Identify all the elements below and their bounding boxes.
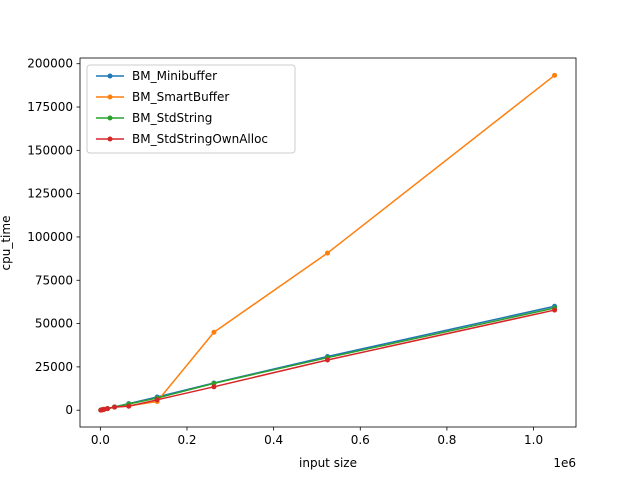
x-axis-offset-label: 1e6 [553,456,576,470]
y-tick-label: 200000 [27,57,73,71]
plot-frame [79,57,577,428]
y-axis-ticks: 0 25000 50000 75000 100000 125000 150000 175000… [27,57,80,417]
y-tick-label: 50000 [35,317,73,331]
legend-box [86,64,296,154]
data-point-bm-stdstringownalloc [552,307,558,313]
data-point-bm-stdstringownalloc [112,404,118,410]
data-point-bm-stdstringownalloc [211,384,217,390]
x-tick-label: 0.2 [177,433,196,447]
y-axis-label: cpu_time [0,216,13,271]
legend-label-bm-stdstringownalloc: BM_StdStringOwnAlloc [132,132,268,146]
x-axis-ticks: 0.0 0.2 0.4 0.6 0.8 1.0 [91,427,543,447]
legend-marker-bm-stdstringownalloc [107,136,113,142]
data-point-bm-smartbuffer [552,72,558,78]
x-tick-label: 1.0 [524,433,543,447]
legend-marker-bm-smartbuffer [107,94,113,100]
x-axis-label: input size [299,456,357,470]
y-tick-label: 125000 [27,187,73,201]
y-tick-label: 75000 [35,273,73,287]
series-layer [98,72,558,413]
x-tick-label: 0.6 [351,433,370,447]
legend-label-bm-minibuffer: BM_Minibuffer [132,69,217,83]
y-tick-label: 150000 [27,143,73,157]
data-point-bm-smartbuffer [211,329,217,335]
data-point-bm-stdstring [211,380,217,386]
data-point-bm-stdstringownalloc [324,357,330,363]
y-tick-label: 25000 [35,360,73,374]
y-tick-label: 0 [65,403,73,417]
data-point-bm-stdstringownalloc [104,406,110,412]
x-tick-label: 0.8 [437,433,456,447]
x-tick-label: 0.0 [91,433,110,447]
y-tick-label: 100000 [27,230,73,244]
x-tick-label: 0.4 [264,433,283,447]
legend: BM_Minibuffer BM_SmartBuffer BM_StdString B… [86,64,296,154]
y-tick-label: 175000 [27,100,73,114]
legend-marker-bm-minibuffer [107,73,113,79]
legend-label-bm-stdstring: BM_StdString [132,111,212,125]
legend-marker-bm-stdstring [107,115,113,121]
data-point-bm-stdstringownalloc [154,397,160,403]
legend-label-bm-smartbuffer: BM_SmartBuffer [132,90,229,104]
data-point-bm-stdstringownalloc [126,403,132,409]
data-point-bm-smartbuffer [324,250,330,256]
